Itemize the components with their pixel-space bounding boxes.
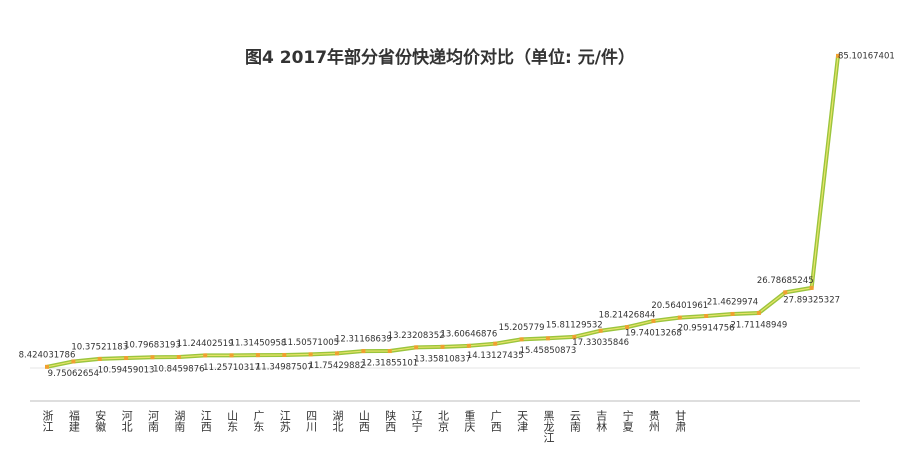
value-label: 12.31855101: [361, 359, 418, 369]
marker: [308, 352, 313, 357]
value-label: 26.78685245: [757, 276, 814, 286]
marker: [519, 337, 524, 342]
marker: [783, 290, 788, 295]
value-label: 10.37521183: [71, 342, 128, 352]
marker: [361, 349, 366, 354]
x-tick-label: 甘肃: [674, 410, 687, 433]
value-label: 8.424031786: [19, 350, 76, 360]
x-tick-label: 宁夏: [621, 409, 634, 432]
marker: [229, 353, 234, 358]
marker: [176, 355, 181, 360]
value-label: 12.31168639: [335, 335, 392, 345]
value-label: 11.25710317: [203, 363, 260, 373]
x-tick-label: 天津: [516, 410, 529, 432]
x-tick-label: 辽宁: [410, 410, 423, 432]
marker: [97, 356, 102, 361]
x-tick-label: 河南: [146, 410, 159, 432]
value-label: 15.81129532: [546, 320, 603, 330]
value-label: 21.71148949: [731, 320, 788, 330]
value-label: 11.34987507: [256, 362, 313, 372]
value-label: 9.75062654: [48, 369, 99, 379]
marker: [704, 313, 709, 318]
value-label: 13.35810837: [414, 354, 471, 364]
marker: [71, 359, 76, 364]
x-tick-label: 安徽: [94, 409, 107, 433]
x-tick-label: 河北: [120, 410, 133, 432]
marker: [598, 328, 603, 333]
x-tick-label: 北京: [437, 410, 450, 433]
x-tick-label: 四川: [305, 410, 318, 432]
value-label: 10.79683193: [124, 341, 181, 351]
x-tick-label: 湖北: [331, 410, 344, 432]
value-label: 27.89325327: [783, 295, 840, 305]
x-tick-label: 吉林: [595, 410, 608, 432]
marker: [836, 53, 840, 58]
value-label: 13.23208352: [388, 331, 445, 341]
marker: [493, 341, 498, 346]
value-label: 13.60646876: [440, 329, 497, 339]
marker: [651, 318, 656, 323]
marker: [282, 352, 287, 357]
marker: [756, 310, 761, 315]
marker: [255, 353, 260, 358]
chart-title: 图4 2017年部分省份快递均价对比（单位: 元/件）: [245, 47, 635, 68]
marker: [572, 334, 577, 339]
x-tick-label: 广西: [489, 410, 502, 432]
x-tick-label: 江西: [199, 410, 212, 432]
marker: [203, 353, 208, 358]
value-label: 20.95914756: [678, 323, 735, 333]
marker: [625, 325, 630, 330]
x-tick-label: 山东: [226, 410, 239, 432]
marker: [150, 355, 155, 360]
marker: [545, 336, 550, 341]
marker: [387, 349, 392, 354]
value-label: 15.45850873: [520, 346, 577, 356]
value-label: 10.59459013: [98, 366, 155, 376]
value-label: 85.10167401: [838, 51, 895, 61]
marker: [466, 343, 471, 348]
x-tick-label: 贵州: [647, 410, 660, 432]
value-label: 21.4629974: [707, 297, 758, 307]
x-tick-label: 广东: [252, 410, 265, 432]
x-tick-label: 重庆: [463, 409, 476, 433]
value-label: 10.8459876: [153, 365, 204, 375]
value-label: 11.75429882: [309, 361, 366, 371]
marker: [440, 344, 445, 349]
marker: [809, 285, 814, 290]
x-tick-label: 福建: [67, 409, 80, 433]
value-label: 19.74013268: [625, 328, 682, 338]
value-label: 18.21426844: [599, 311, 656, 321]
x-tick-label: 浙江: [41, 410, 54, 432]
marker: [414, 345, 419, 350]
value-label: 14.13127435: [467, 351, 524, 361]
marker: [730, 311, 735, 316]
x-tick-label: 湖南: [173, 410, 186, 432]
value-label: 11.24402519: [177, 339, 234, 349]
value-label: 20.56401961: [651, 301, 708, 311]
x-tick-label: 江苏: [278, 410, 291, 433]
marker: [124, 356, 129, 361]
value-label: 11.50571005: [282, 338, 339, 348]
x-tick-label: 山西: [357, 410, 370, 432]
x-tick-label: 陕西: [384, 409, 397, 432]
x-tick-label: 云南: [568, 410, 581, 432]
value-label: 15.205779: [499, 323, 545, 333]
x-tick-label: 黑龙江: [542, 410, 555, 443]
value-label: 11.31450958: [230, 339, 287, 349]
marker: [45, 364, 49, 369]
value-label: 17.33035846: [572, 338, 629, 348]
marker: [335, 351, 340, 356]
marker: [677, 315, 682, 320]
